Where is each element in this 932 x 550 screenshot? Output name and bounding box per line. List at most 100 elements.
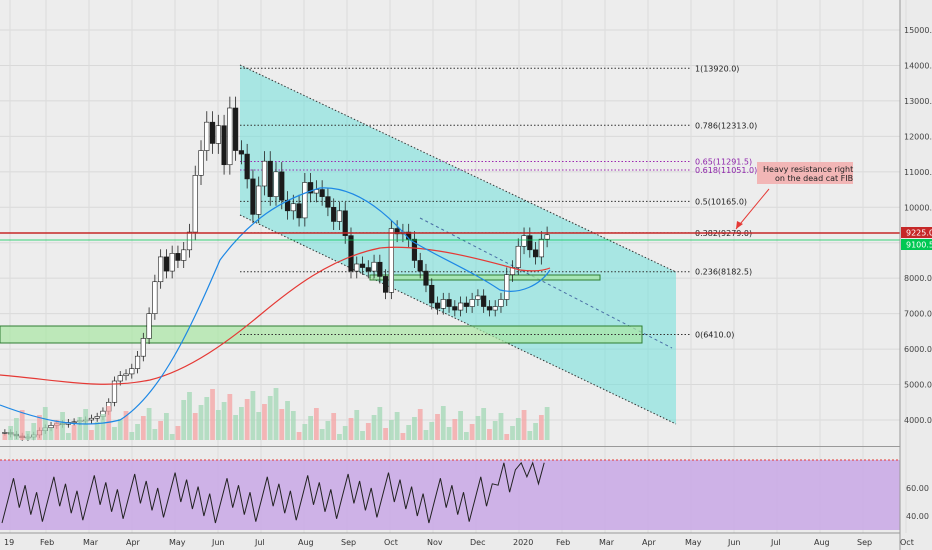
time-tick-label: Apr (642, 538, 657, 547)
volume-bar (54, 420, 60, 440)
volume-bar (296, 432, 302, 440)
rsi-line (1, 461, 545, 524)
volume-bar (210, 389, 215, 440)
volume-bar (325, 421, 331, 440)
volume-bar (227, 394, 233, 440)
current-price-tag (901, 227, 932, 238)
volume-bar (429, 422, 435, 440)
volume-bar (290, 411, 296, 440)
candle (383, 276, 389, 293)
candle (498, 299, 504, 307)
volume-bar (394, 412, 400, 440)
volume-bar (2, 434, 8, 440)
time-tick-label: Oct (900, 538, 914, 547)
volume-bar (406, 425, 412, 440)
candle (204, 121, 210, 151)
candle (146, 313, 152, 339)
candle (261, 160, 268, 187)
candle (227, 107, 233, 166)
candle (48, 425, 54, 429)
time-tick-label: Dec (470, 538, 485, 547)
price-tick-label: 8000.0 (904, 274, 932, 283)
candle (342, 210, 348, 236)
price-tick-label: 6000.0 (904, 345, 932, 354)
volume-bar (8, 426, 14, 440)
volume-bar (117, 419, 123, 440)
candle (158, 256, 164, 283)
time-axis[interactable]: 19 Feb Mar Apr May Jun Jul Aug Sep Oct Nov Dec 2020 F… (4, 538, 914, 547)
volume-bar (198, 405, 204, 440)
candle (481, 295, 487, 307)
candle (371, 261, 377, 272)
candle (175, 253, 181, 261)
volume-bar (463, 432, 469, 440)
candle (394, 228, 400, 235)
time-tick-label: Oct (384, 538, 398, 547)
ma-red (0, 246, 551, 385)
candle (94, 416, 100, 419)
candle (475, 295, 481, 300)
volume-bar (164, 413, 169, 440)
time-tick-label: Jul (254, 538, 265, 547)
price-tick-label: 11000.0 (904, 168, 932, 177)
volume-bar (337, 434, 342, 440)
candle (192, 175, 198, 233)
candlesticks (2, 96, 550, 441)
candle (365, 267, 371, 272)
rsi-line-group (1, 461, 545, 524)
time-tick-label: 2020 (513, 538, 533, 547)
volume-bar (388, 420, 394, 440)
volume-bar (262, 404, 267, 440)
volume-bar (192, 413, 198, 440)
volume-bar (481, 408, 487, 440)
volume-bar (77, 417, 83, 440)
time-tick-label: Apr (126, 538, 141, 547)
candle (359, 263, 366, 268)
time-tick-label: Sep (857, 538, 872, 547)
volume-bar (533, 423, 538, 440)
candle (2, 432, 8, 434)
price-tick-label: 14000.0 (904, 61, 932, 70)
candle (469, 299, 475, 307)
volume-bar (417, 409, 423, 440)
volume-bar (140, 416, 146, 440)
volume-bar (440, 406, 446, 440)
ma-blue (0, 187, 551, 425)
candle (411, 238, 418, 261)
volume-bar (215, 410, 221, 440)
candle (256, 185, 262, 215)
candle (273, 171, 279, 197)
volume-bar (89, 430, 94, 440)
price-tick-label: 7000.0 (904, 310, 932, 319)
fib-level-label: 0.786(12313.0) (695, 121, 757, 130)
candle (336, 210, 343, 222)
candle (233, 107, 239, 151)
fib-level-label: 0.65(11291.5) (695, 157, 752, 166)
volume-bar (383, 428, 388, 440)
volume-bar (71, 425, 77, 440)
rsi-axis[interactable]: 40.00 60.00 (906, 484, 929, 521)
candle (117, 375, 123, 382)
volume-bar (313, 408, 319, 440)
candle (354, 263, 360, 272)
candle (238, 150, 244, 155)
rsi-tick-label: 60.00 (906, 484, 929, 493)
volume-bar (538, 415, 544, 440)
volume-bar (94, 422, 100, 440)
candle (209, 121, 216, 144)
candle (446, 299, 452, 307)
volume-bar (204, 397, 210, 440)
volume-bar (129, 432, 135, 440)
time-tick-label: May (169, 538, 186, 547)
current-price-label: 9225.0 (906, 229, 932, 238)
volume-bar (377, 407, 383, 440)
pane-divider (0, 446, 900, 447)
candle (123, 373, 129, 376)
annotation-box[interactable] (757, 162, 853, 184)
volume-bar (233, 415, 239, 440)
time-tick-label: Feb (40, 538, 54, 547)
time-tick-label: 19 (4, 538, 14, 547)
price-tick-label: 15000.0 (904, 26, 932, 35)
volume-bar (273, 388, 279, 440)
